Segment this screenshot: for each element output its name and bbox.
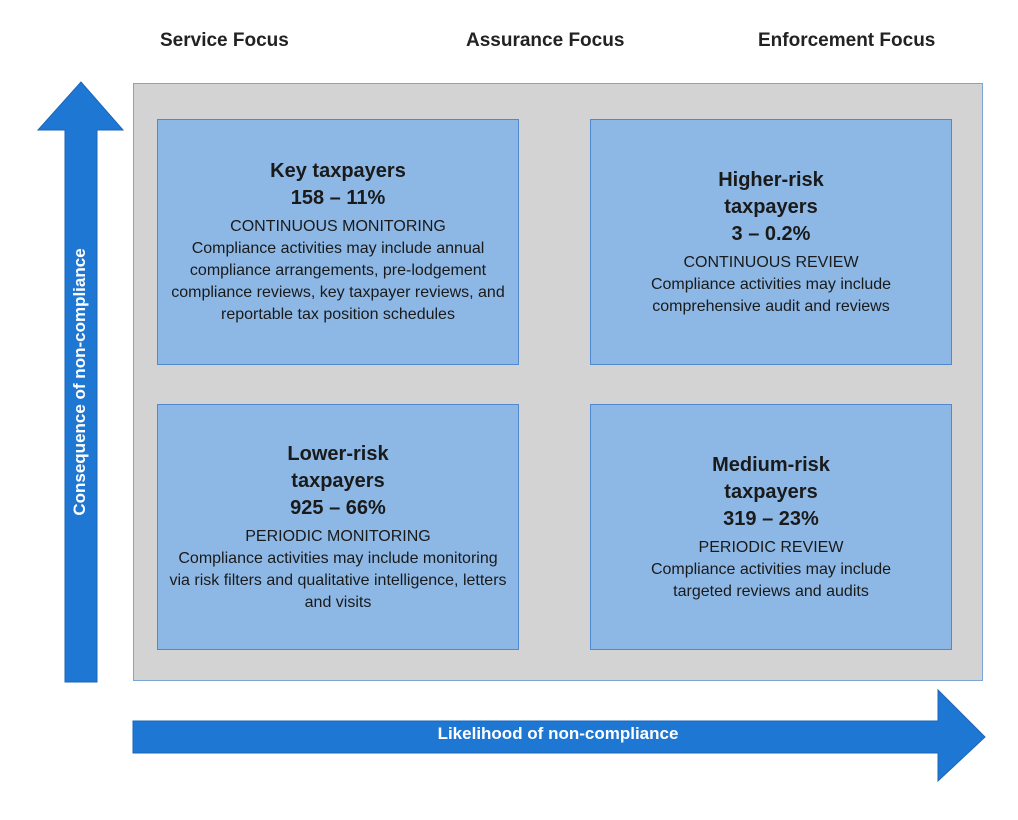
y-axis-arrow: [36, 81, 125, 683]
quadrant-mode: PERIODIC REVIEW: [698, 538, 844, 556]
quadrant-title: Key taxpayers: [270, 160, 406, 182]
y-axis-label: Consequence of non-compliance: [70, 248, 89, 516]
quadrant-stat: 158 – 11%: [290, 187, 386, 209]
x-axis-arrow: [132, 688, 986, 783]
quadrant-description: Compliance activities may include annual…: [171, 240, 505, 323]
assurance-focus-header: Assurance Focus: [466, 30, 625, 51]
quadrant-mode: PERIODIC MONITORING: [245, 527, 431, 545]
service-focus-header: Service Focus: [160, 30, 289, 51]
quadrant-mode: CONTINUOUS MONITORING: [230, 218, 446, 235]
quadrant-title: Medium-risk taxpayers: [712, 453, 830, 503]
quadrant-key-taxpayers: Key taxpayers 158 – 11% CONTINUOUS MONIT…: [157, 119, 519, 365]
quadrant-description: Compliance activities may include compre…: [650, 275, 892, 315]
quadrant-description: Compliance activities may include target…: [650, 560, 892, 600]
quadrant-lower-risk-taxpayers: Lower-risk taxpayers 925 – 66% PERIODIC …: [157, 404, 519, 650]
quadrant-stat: 319 – 23%: [723, 507, 819, 530]
quadrant-stat: 3 – 0.2%: [731, 222, 811, 245]
quadrant-medium-risk-taxpayers: Medium-risk taxpayers 319 – 23% PERIODIC…: [590, 404, 952, 650]
enforcement-focus-header: Enforcement Focus: [758, 30, 936, 51]
quadrant-title: Lower-risk taxpayers: [287, 442, 389, 492]
quadrant-description: Compliance activities may include monito…: [169, 549, 507, 611]
x-axis-label: Likelihood of non-compliance: [437, 724, 679, 743]
quadrant-higher-risk-taxpayers: Higher-risk taxpayers 3 – 0.2% CONTINUOU…: [590, 119, 952, 365]
quadrant-mode: CONTINUOUS REVIEW: [683, 253, 859, 271]
quadrant-stat: 925 – 66%: [290, 496, 386, 519]
quadrant-title: Higher-risk taxpayers: [718, 168, 824, 218]
